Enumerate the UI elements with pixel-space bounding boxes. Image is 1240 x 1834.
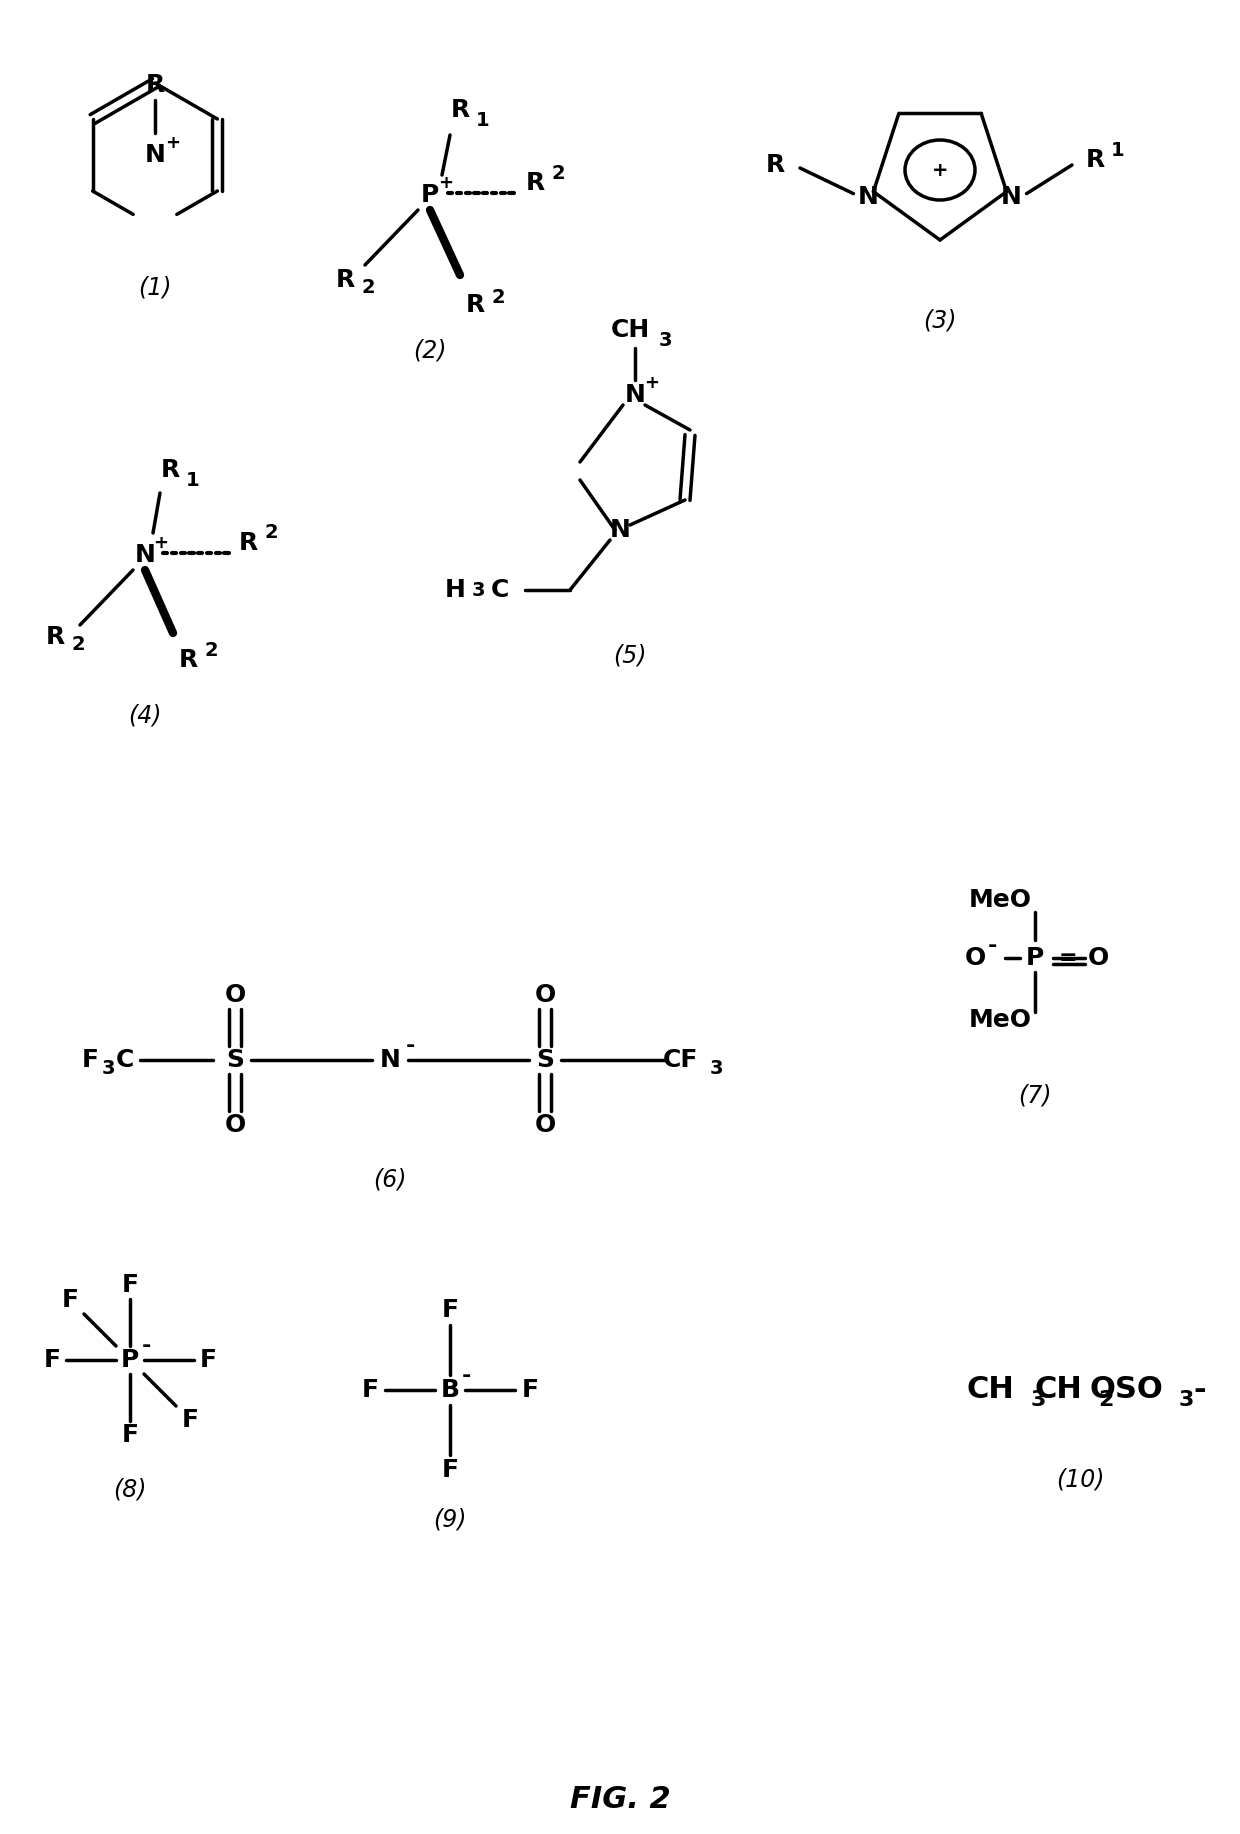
Text: R: R bbox=[335, 268, 355, 292]
Text: C: C bbox=[115, 1047, 134, 1073]
Text: 2: 2 bbox=[552, 163, 564, 183]
Text: 2: 2 bbox=[361, 277, 374, 297]
Text: 2: 2 bbox=[205, 642, 218, 660]
Text: (4): (4) bbox=[128, 702, 161, 726]
Text: (9): (9) bbox=[433, 1508, 466, 1531]
Text: (7): (7) bbox=[1018, 1084, 1052, 1108]
Text: P: P bbox=[1025, 946, 1044, 970]
Text: 2: 2 bbox=[264, 523, 278, 543]
Text: +: + bbox=[645, 374, 660, 392]
Text: F: F bbox=[441, 1298, 459, 1322]
Text: O: O bbox=[534, 983, 556, 1007]
Text: B: B bbox=[440, 1377, 460, 1401]
Text: 3: 3 bbox=[1030, 1390, 1045, 1410]
Text: (6): (6) bbox=[373, 1168, 407, 1192]
Text: F: F bbox=[181, 1409, 198, 1432]
Text: 1: 1 bbox=[1111, 141, 1125, 160]
Text: CH: CH bbox=[1034, 1376, 1081, 1405]
Text: MeO: MeO bbox=[968, 1009, 1032, 1033]
Text: (5): (5) bbox=[614, 644, 647, 668]
Text: 2: 2 bbox=[71, 635, 84, 653]
Text: F: F bbox=[62, 1287, 78, 1311]
Text: (10): (10) bbox=[1055, 1467, 1105, 1493]
Text: MeO: MeO bbox=[968, 888, 1032, 911]
Text: S: S bbox=[536, 1047, 554, 1073]
Text: CF: CF bbox=[662, 1047, 698, 1073]
Text: H: H bbox=[445, 578, 465, 602]
Text: -: - bbox=[987, 935, 997, 956]
Text: R: R bbox=[1085, 149, 1105, 172]
Text: N: N bbox=[135, 543, 155, 567]
Text: F: F bbox=[362, 1377, 378, 1401]
Text: N: N bbox=[145, 143, 165, 167]
Text: 1: 1 bbox=[476, 110, 490, 130]
Text: F: F bbox=[200, 1348, 217, 1372]
Text: O: O bbox=[534, 1113, 556, 1137]
Text: S: S bbox=[226, 1047, 244, 1073]
Text: N: N bbox=[625, 383, 646, 407]
Text: -: - bbox=[1194, 1376, 1207, 1405]
Text: P: P bbox=[420, 183, 439, 207]
Text: O: O bbox=[224, 983, 246, 1007]
Text: O: O bbox=[224, 1113, 246, 1137]
Text: =: = bbox=[1059, 948, 1078, 968]
Text: 3: 3 bbox=[102, 1058, 115, 1078]
Text: +: + bbox=[439, 174, 454, 193]
Text: 3: 3 bbox=[658, 330, 672, 350]
Text: FIG. 2: FIG. 2 bbox=[569, 1786, 671, 1814]
Text: F: F bbox=[43, 1348, 61, 1372]
Text: -: - bbox=[405, 1036, 414, 1056]
Text: 2: 2 bbox=[491, 288, 505, 306]
Text: F: F bbox=[122, 1423, 139, 1447]
Text: R: R bbox=[46, 625, 64, 649]
Text: F: F bbox=[122, 1273, 139, 1297]
Text: N: N bbox=[379, 1047, 401, 1073]
Text: R: R bbox=[145, 73, 165, 97]
Text: N: N bbox=[858, 185, 879, 209]
Text: +: + bbox=[931, 161, 949, 180]
Text: 3: 3 bbox=[471, 581, 485, 600]
Text: +: + bbox=[165, 134, 181, 152]
Text: -: - bbox=[141, 1335, 151, 1355]
Text: F: F bbox=[82, 1047, 98, 1073]
Text: (2): (2) bbox=[413, 337, 446, 361]
Text: R: R bbox=[765, 152, 785, 178]
Text: (1): (1) bbox=[138, 275, 172, 299]
Text: 3: 3 bbox=[709, 1058, 723, 1078]
Text: P: P bbox=[120, 1348, 139, 1372]
Text: CH: CH bbox=[610, 317, 650, 341]
Text: 1: 1 bbox=[186, 471, 200, 490]
Text: R: R bbox=[526, 171, 544, 194]
Text: 3: 3 bbox=[1178, 1390, 1194, 1410]
Text: N: N bbox=[1001, 185, 1022, 209]
Text: F: F bbox=[441, 1458, 459, 1482]
Text: +: + bbox=[154, 534, 169, 552]
Text: R: R bbox=[179, 647, 197, 671]
Text: (3): (3) bbox=[924, 308, 957, 332]
Text: R: R bbox=[450, 97, 470, 123]
Text: F: F bbox=[522, 1377, 538, 1401]
Text: R: R bbox=[465, 293, 485, 317]
Text: N: N bbox=[610, 517, 630, 543]
Text: O: O bbox=[1087, 946, 1109, 970]
Text: -: - bbox=[461, 1366, 471, 1387]
Text: C: C bbox=[491, 578, 510, 602]
Text: O: O bbox=[965, 946, 986, 970]
Text: 2: 2 bbox=[1099, 1390, 1114, 1410]
Text: R: R bbox=[238, 532, 258, 556]
Text: OSO: OSO bbox=[1089, 1376, 1163, 1405]
Text: R: R bbox=[160, 458, 180, 482]
Text: (8): (8) bbox=[113, 1478, 146, 1502]
Text: CH: CH bbox=[966, 1376, 1014, 1405]
